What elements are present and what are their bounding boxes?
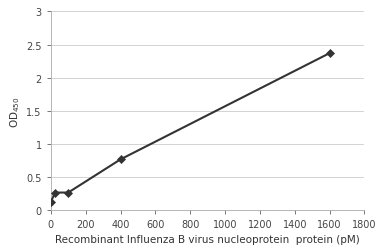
Y-axis label: OD$_{\mathregular{450}}$: OD$_{\mathregular{450}}$ (8, 96, 22, 127)
X-axis label: Recombinant Influenza B virus nucleoprotein  protein (pM): Recombinant Influenza B virus nucleoprot… (55, 234, 360, 244)
